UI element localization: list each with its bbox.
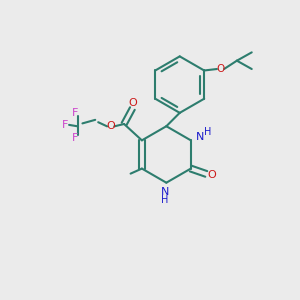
Text: H: H [161,195,169,205]
Text: H: H [204,127,212,137]
Text: F: F [72,108,78,118]
Text: O: O [216,64,225,74]
Text: F: F [62,120,68,130]
Text: F: F [72,133,78,143]
Text: N: N [196,132,205,142]
Text: O: O [207,169,216,179]
Text: N: N [161,187,169,196]
Text: O: O [129,98,137,108]
Text: O: O [106,122,115,131]
